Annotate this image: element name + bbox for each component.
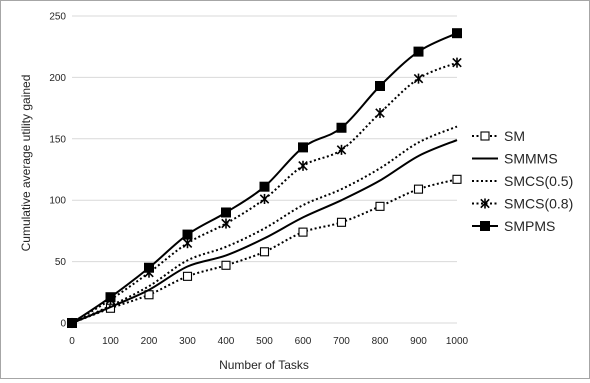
data-point-sm	[221, 260, 231, 270]
data-point-smpms	[105, 292, 116, 303]
legend-marker-smcs-0-8	[480, 198, 490, 209]
legend-marker-sm	[480, 131, 490, 141]
series-smmms	[71, 139, 458, 324]
series-line-smcs-0-8	[71, 61, 458, 324]
y-tick-label: 100	[49, 196, 66, 207]
series-line-smmms	[71, 139, 458, 324]
data-point-smcs-0-8	[452, 57, 462, 68]
data-point-smcs-0-8	[221, 218, 231, 229]
y-tick-label: 50	[55, 257, 67, 268]
y-tick-label: 150	[49, 134, 66, 145]
legend-label: SMCS(0.5)	[504, 173, 573, 189]
data-point-smpms	[67, 318, 77, 328]
x-axis-title: Number of Tasks	[219, 358, 309, 372]
y-tick-label: 200	[49, 73, 66, 84]
data-point-smpms	[452, 28, 462, 39]
data-point-smpms	[144, 262, 154, 273]
series-smpms	[67, 28, 462, 328]
data-point-sm	[375, 201, 385, 211]
data-point-sm	[298, 227, 308, 237]
legend-item-smmms: SMMMS	[472, 151, 558, 167]
y-tick-label: 0	[60, 319, 66, 330]
y-tick-label: 250	[49, 12, 66, 23]
legend-item-smcs-0-8: SMCS(0.8)	[472, 196, 573, 212]
legend-item-sm: SM	[472, 128, 525, 144]
legend: SM SMMMS SMCS(0.5) SMCS(0.8) SMPMS	[472, 128, 573, 234]
x-tick-label: 1000	[446, 336, 469, 347]
data-point-smcs-0-8	[259, 193, 270, 205]
data-point-sm	[259, 247, 270, 257]
data-point-smpms	[182, 229, 193, 240]
y-axis-title: Cumulative average utility gained	[19, 75, 33, 252]
data-point-smcs-0-8	[413, 73, 424, 84]
data-point-smpms	[413, 46, 424, 57]
x-tick-label: 100	[102, 336, 119, 347]
data-point-smpms	[259, 181, 270, 192]
legend-item-smcs-0-5: SMCS(0.5)	[472, 173, 573, 189]
data-point-smcs-0-8	[182, 238, 193, 249]
legend-label: SMMMS	[504, 151, 558, 167]
axes: 0 50 100 150 200 250 0 100 200 300 400 500 600 700 800…	[49, 12, 468, 348]
series-smcs-0-5	[71, 125, 458, 324]
data-point-sm	[413, 184, 424, 194]
legend-label: SMPMS	[504, 218, 555, 234]
series-line-smcs-0-5	[71, 125, 458, 324]
x-tick-label: 800	[372, 336, 389, 347]
data-point-smcs-0-8	[336, 144, 347, 155]
data-point-smcs-0-8	[298, 160, 308, 171]
series-group	[67, 28, 462, 329]
series-line-sm	[71, 178, 458, 324]
series-smcs-0-8	[67, 57, 462, 329]
x-tick-label: 700	[333, 336, 350, 347]
series-line-smpms	[71, 32, 458, 324]
legend-label: SM	[504, 128, 525, 144]
x-tick-label: 500	[256, 336, 273, 347]
data-point-smpms	[375, 80, 385, 91]
grid	[72, 15, 457, 263]
legend-marker-smpms	[480, 221, 490, 231]
data-point-sm	[452, 174, 462, 184]
legend-item-smpms: SMPMS	[472, 218, 555, 234]
x-tick-label: 300	[179, 336, 196, 347]
x-tick-label: 200	[141, 336, 158, 347]
data-point-smcs-0-8	[375, 107, 385, 119]
x-tick-label: 400	[218, 336, 235, 347]
data-point-smpms	[298, 142, 308, 153]
x-tick-label: 0	[69, 336, 75, 347]
legend-label: SMCS(0.8)	[504, 196, 573, 212]
data-point-smpms	[221, 207, 231, 218]
data-point-sm	[336, 217, 347, 227]
data-point-sm	[182, 271, 193, 281]
x-tick-label: 900	[410, 336, 427, 347]
x-tick-label: 600	[295, 336, 312, 347]
data-point-smpms	[336, 122, 347, 133]
